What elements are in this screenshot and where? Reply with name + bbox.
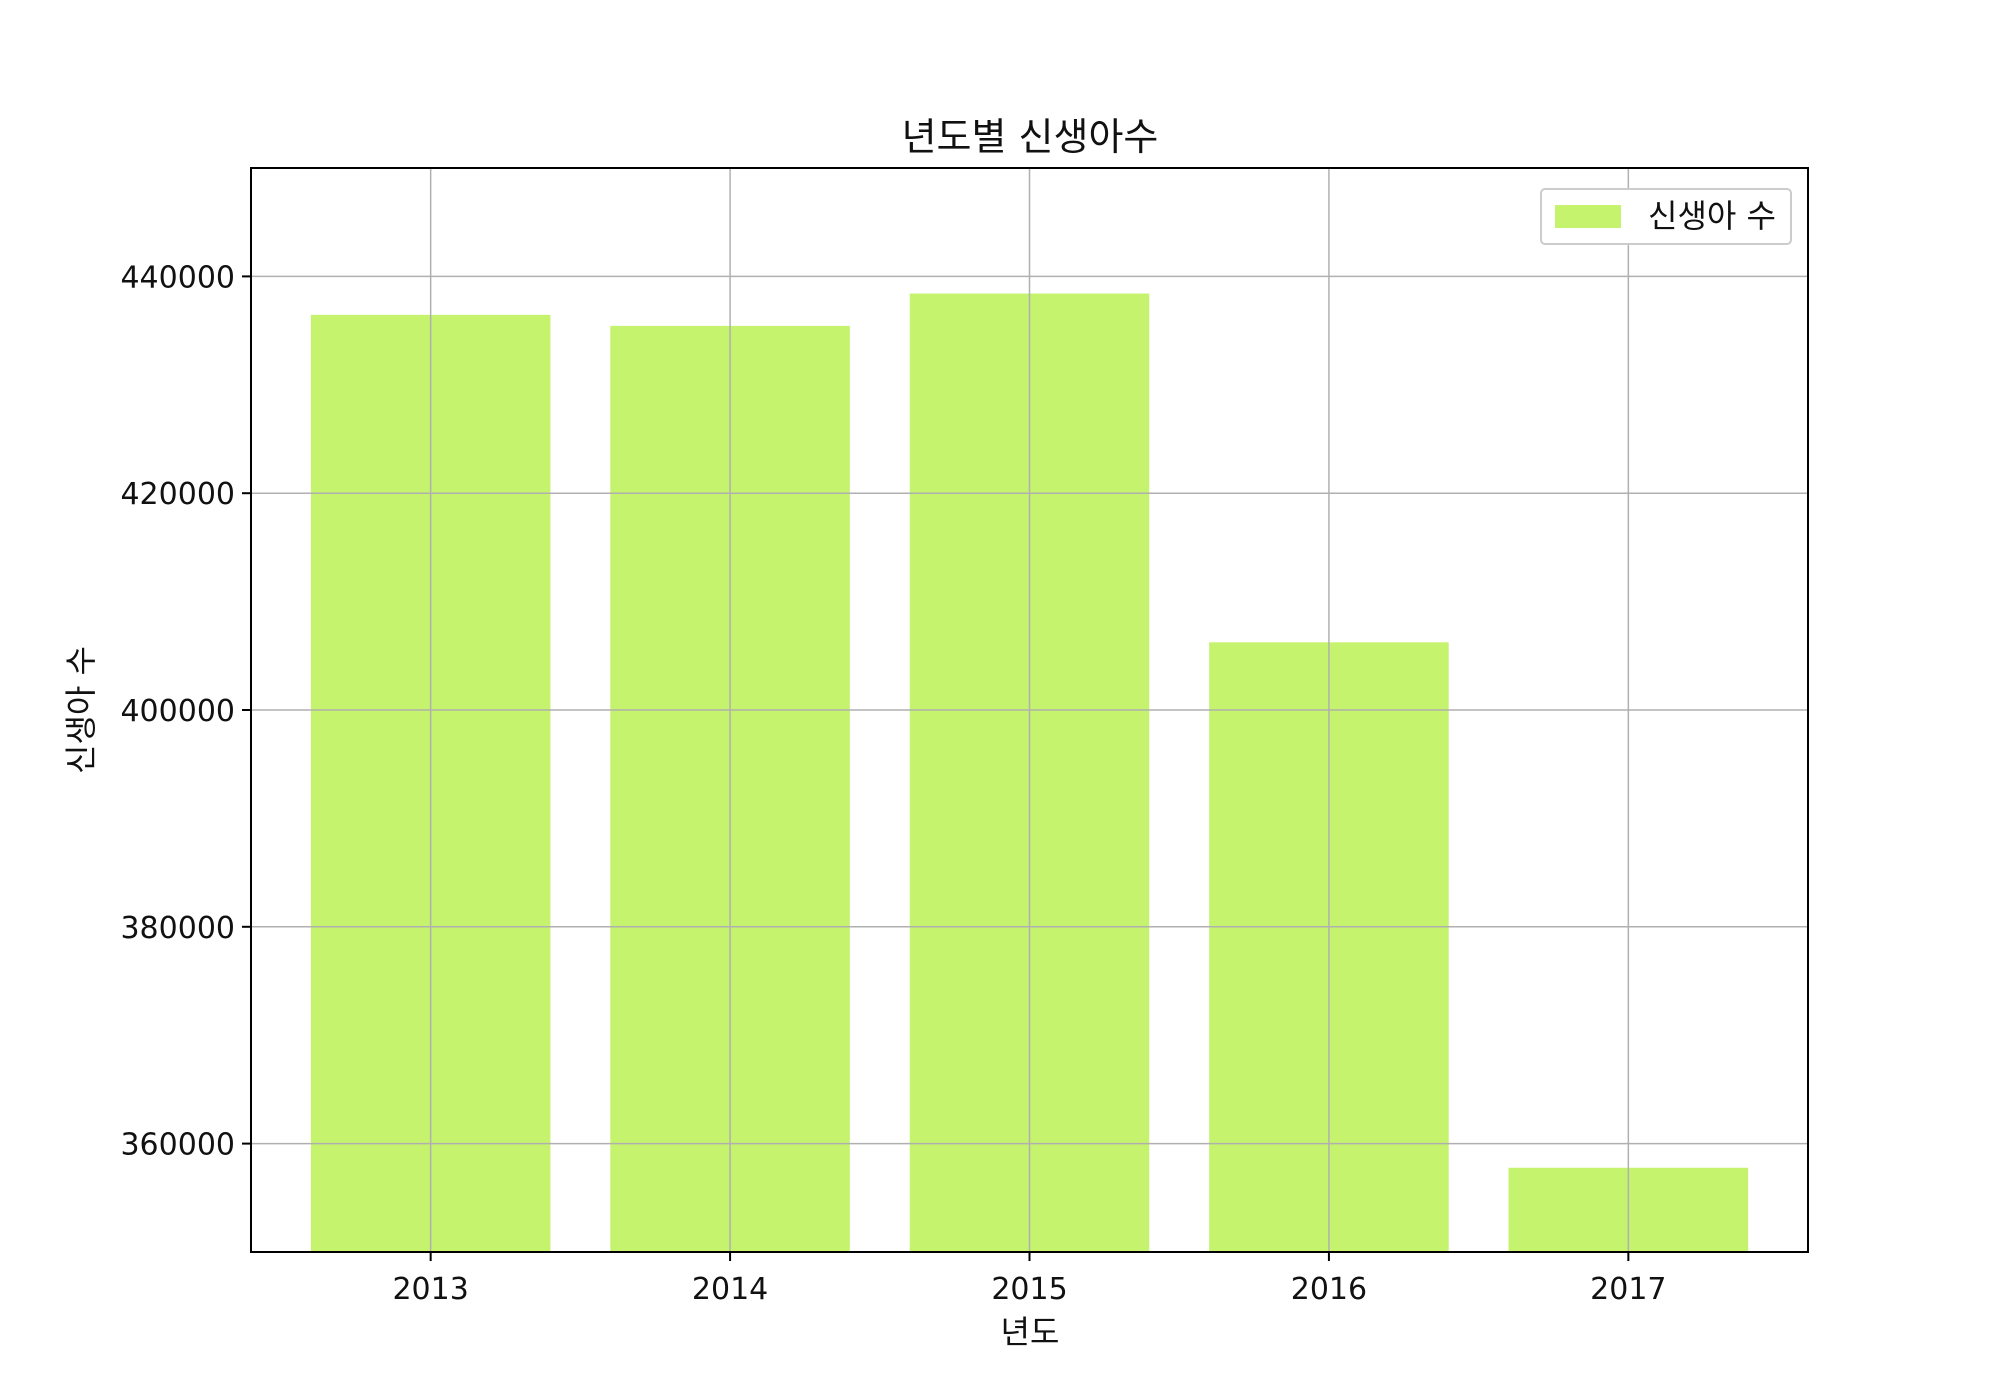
y-tick-label: 440000 [120,260,235,295]
x-tick-label: 2013 [392,1272,468,1307]
grid [251,168,1808,1252]
y-tick-label: 420000 [120,477,235,512]
y-axis-label: 신생아 수 [62,646,100,774]
y-tick-label: 380000 [120,911,235,946]
legend: 신생아 수 [1540,188,1792,245]
legend-box [1540,188,1792,245]
chart-title: 년도별 신생아수 [902,115,1159,159]
ticks: 360000 380000 400000 420000 440000 2013 2014 20… [120,260,1666,1307]
x-tick-label: 2015 [991,1272,1067,1307]
y-tick-label: 360000 [120,1128,235,1163]
legend-label: 신생아 수 [1648,197,1776,235]
x-axis-label: 년도 [1001,1313,1060,1351]
x-tick-label: 2014 [692,1272,768,1307]
y-tick-label: 400000 [120,694,235,729]
x-tick-label: 2016 [1291,1272,1367,1307]
legend-swatch [1555,205,1621,228]
x-tick-label: 2017 [1590,1272,1666,1307]
